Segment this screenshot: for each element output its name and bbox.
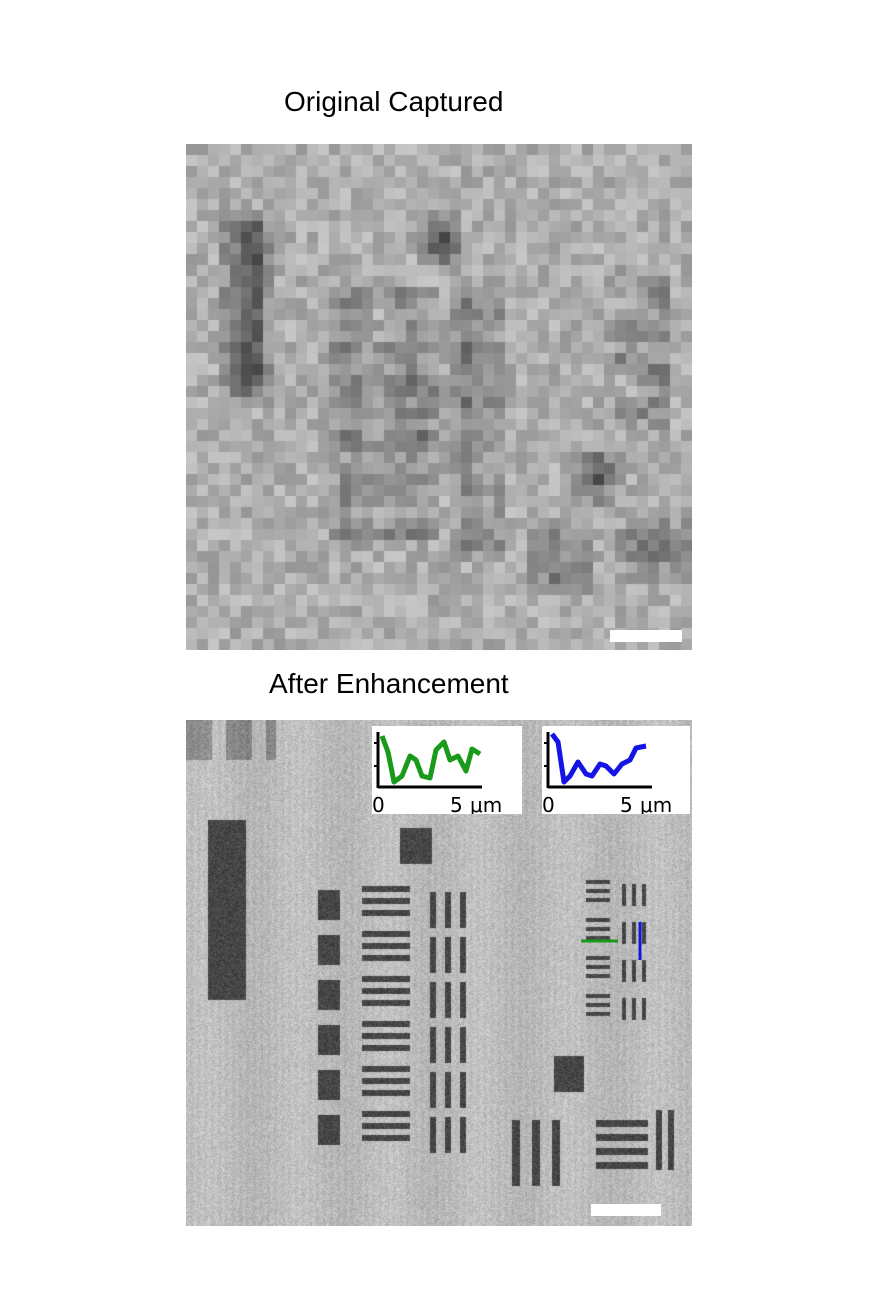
green-unit-label: μm: [470, 793, 502, 814]
green-profile-plot: 0 5 μm: [372, 732, 502, 817]
blue-profile-line: [550, 732, 647, 785]
original-captured-title: Original Captured: [284, 86, 504, 117]
blue-unit-label: μm: [640, 793, 672, 814]
scale-bar-bottom: [591, 1204, 661, 1216]
pixelated-resolution-target: [186, 144, 692, 650]
blue-tick-start: 0: [542, 793, 555, 814]
blue-tick-end: 5: [620, 793, 633, 814]
green-tick-start: 0: [372, 793, 385, 814]
blue-profile-plot: 0 5 μm: [542, 732, 672, 817]
original-captured-image: [186, 144, 692, 650]
green-tick-end: 5: [450, 793, 463, 814]
green-profile-line: [379, 735, 482, 785]
green-profile-inset: 0 5 μm: [372, 726, 522, 817]
blue-profile-inset: 0 5 μm: [542, 726, 690, 817]
after-enhancement-title: After Enhancement: [269, 668, 509, 699]
enhanced-image: 0 5 μm 0 5 μm: [186, 720, 692, 1226]
scale-bar-top: [610, 630, 682, 642]
profile-markers: [581, 922, 642, 960]
